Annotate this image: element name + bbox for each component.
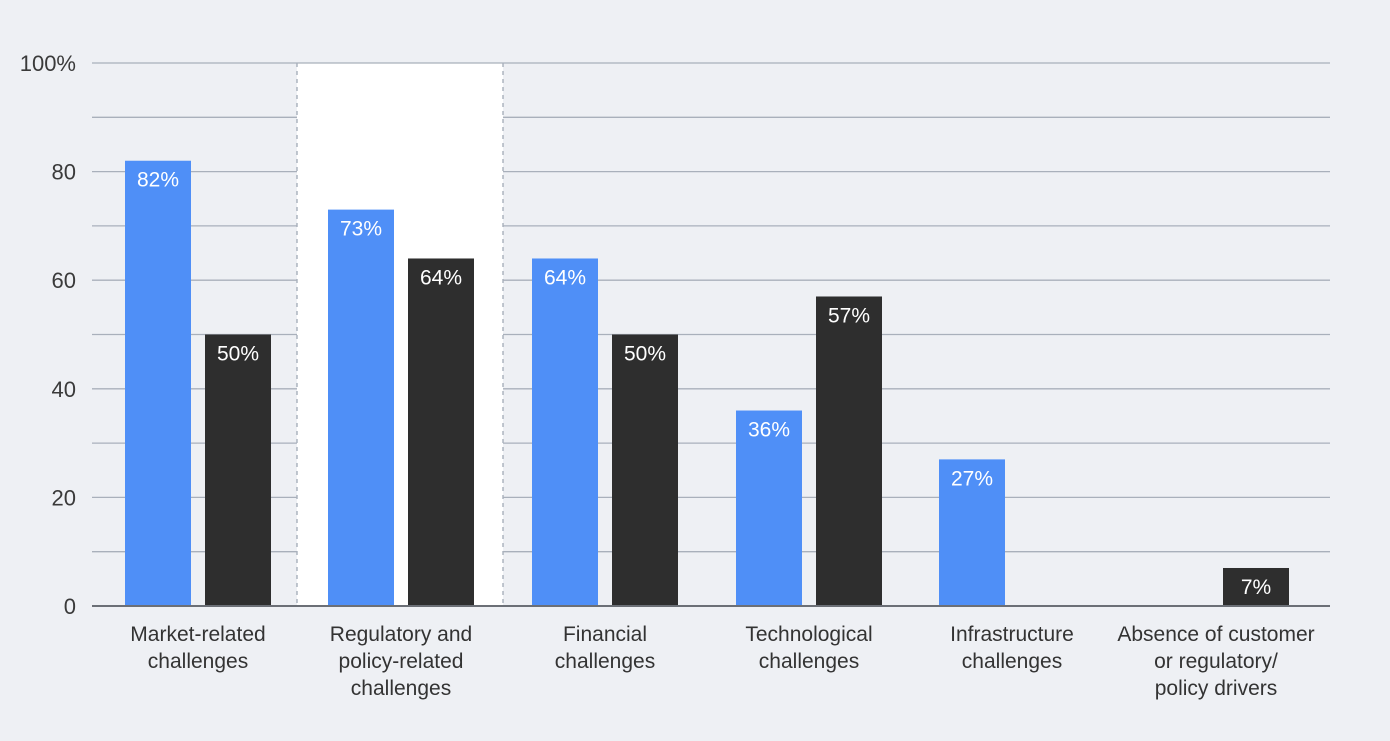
data-label: 27% (951, 467, 993, 490)
bar (408, 258, 474, 606)
data-label: 36% (748, 419, 790, 442)
category-label-line: Infrastructure (950, 623, 1074, 646)
y-tick-label: 40 (52, 377, 76, 402)
data-label: 50% (217, 343, 259, 366)
y-tick-label: 0 (64, 594, 76, 619)
category-label: Market-related challenges (130, 623, 265, 673)
y-tick-label: 20 (52, 485, 76, 510)
category-label-line: challenges (351, 677, 451, 700)
data-label: 50% (624, 343, 666, 366)
category-label-line: challenges (555, 650, 655, 673)
data-label: 73% (340, 218, 382, 241)
bar (328, 209, 394, 607)
category-label-line: or regulatory/ (1154, 650, 1278, 673)
category-label-line: challenges (962, 650, 1062, 673)
category-label-line: challenges (148, 650, 248, 673)
bar (1223, 567, 1289, 606)
bar (939, 459, 1005, 606)
data-label: 57% (828, 304, 870, 327)
bar (205, 334, 271, 606)
category-label-line: challenges (759, 650, 859, 673)
category-label-line: Absence of customer (1117, 623, 1314, 646)
y-tick-label: 60 (52, 268, 76, 293)
category-label-line: Regulatory and (330, 623, 472, 646)
bar (612, 334, 678, 606)
category-label: Financial challenges (555, 623, 655, 673)
y-tick-label: 80 (52, 160, 76, 185)
data-label: 7% (1241, 576, 1271, 599)
data-label: 82% (137, 169, 179, 192)
category-label-line: Market-related (130, 623, 265, 646)
bar (125, 160, 191, 607)
bar (816, 296, 882, 606)
category-label: Regulatory and policy-related challenges (330, 623, 472, 700)
data-label: 64% (544, 266, 586, 289)
category-label: Infrastructure challenges (950, 623, 1074, 673)
category-label-line: policy-related (339, 650, 464, 673)
bar (736, 410, 802, 606)
category-label: Absence of customer or regulatory/policy … (1117, 623, 1314, 700)
y-tick-label: 100% (20, 51, 76, 76)
category-label-line: Financial (563, 623, 647, 646)
category-label-line: policy drivers (1155, 677, 1278, 700)
data-label: 64% (420, 266, 462, 289)
bar (532, 258, 598, 606)
category-label-line: Technological (745, 623, 872, 646)
category-label: Technological challenges (745, 623, 872, 673)
